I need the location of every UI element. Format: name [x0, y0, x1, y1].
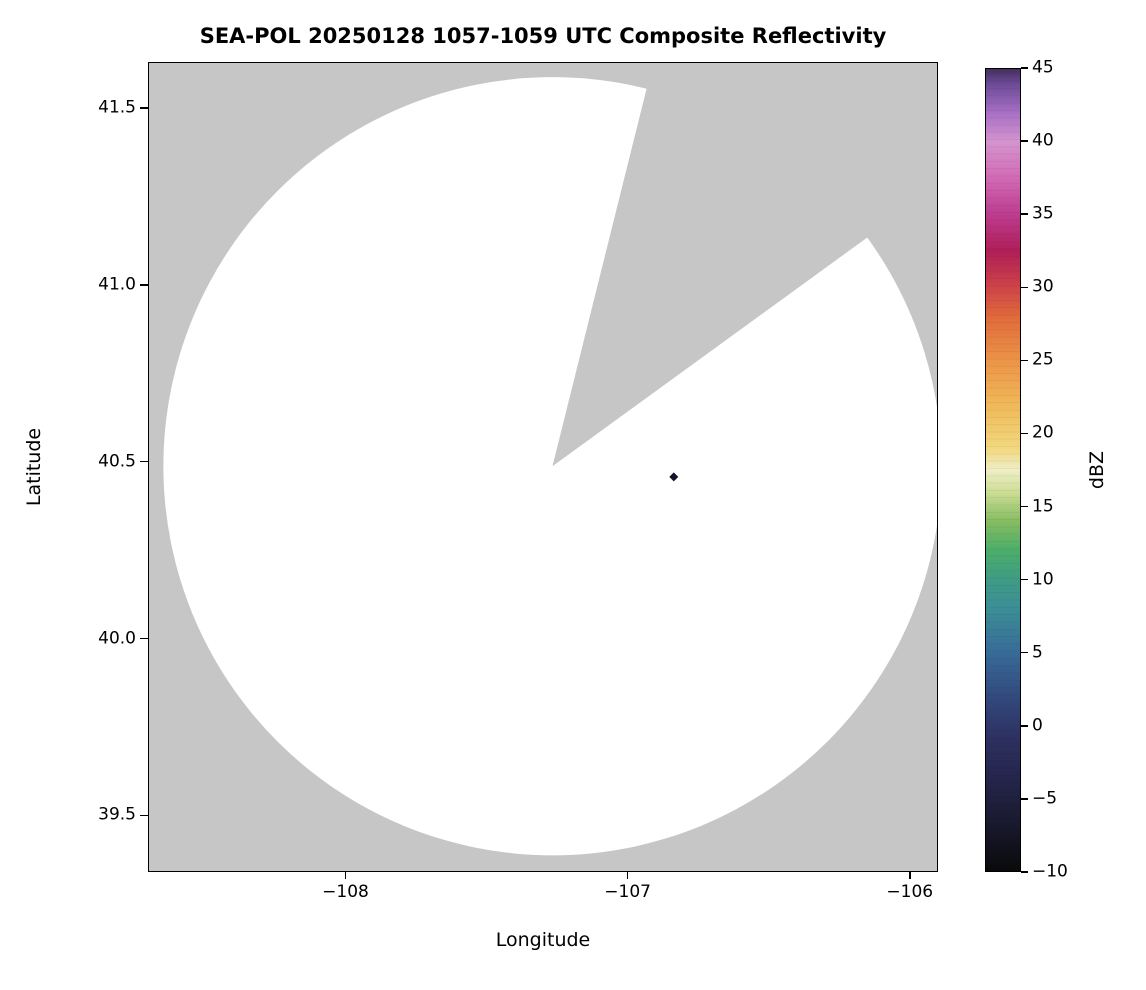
colorbar-tick-mark [1021, 67, 1028, 69]
x-tick-label: −108 [322, 882, 369, 902]
colorbar [985, 68, 1021, 872]
y-axis-label: Latitude [23, 427, 45, 507]
colorbar-tick-label: 30 [1032, 276, 1054, 297]
colorbar-tick-label: −5 [1032, 788, 1058, 809]
x-tick-mark [626, 872, 629, 879]
y-tick-mark [140, 460, 148, 463]
y-tick-label: 41.5 [98, 97, 136, 118]
colorbar-tick-label: 15 [1032, 496, 1054, 517]
colorbar-tick-mark [1021, 140, 1028, 142]
colorbar-label: dBZ [1086, 450, 1108, 490]
colorbar-tick-mark [1021, 432, 1028, 435]
colorbar-tick-mark [1021, 359, 1028, 362]
y-tick-label: 40.5 [98, 451, 136, 472]
colorbar-tick-label: 25 [1032, 349, 1054, 370]
x-tick-label: −107 [604, 882, 651, 902]
colorbar-tick-label: −10 [1032, 861, 1068, 882]
y-tick-mark [140, 814, 148, 817]
reflectivity-echo-point [669, 472, 679, 482]
plot-area [148, 62, 938, 872]
colorbar-tick-label: 45 [1032, 57, 1054, 78]
colorbar-tick-mark [1021, 871, 1028, 873]
chart-title: SEA-POL 20250128 1057-1059 UTC Composite… [199, 24, 887, 48]
radar-coverage-map [163, 63, 937, 856]
colorbar-tick-mark [1021, 578, 1028, 581]
y-tick-label: 41.0 [98, 274, 136, 295]
y-tick-mark [140, 284, 148, 286]
y-tick-mark [140, 107, 148, 109]
colorbar-tick-mark [1021, 725, 1028, 727]
colorbar-tick-mark [1021, 286, 1028, 289]
y-tick-mark [140, 637, 148, 640]
colorbar-tick-label: 35 [1032, 203, 1054, 224]
colorbar-tick-label: 20 [1032, 422, 1054, 443]
colorbar-tick-mark [1021, 651, 1028, 654]
colorbar-tick-mark [1021, 505, 1028, 508]
radar-nodata-wedge [552, 63, 937, 467]
y-tick-label: 40.0 [98, 628, 136, 649]
colorbar-tick-mark [1021, 798, 1028, 800]
y-tick-label: 39.5 [98, 804, 136, 825]
colorbar-tick-label: 5 [1032, 642, 1043, 663]
colorbar-tick-mark [1021, 213, 1028, 215]
colorbar-tick-label: 40 [1032, 130, 1054, 151]
x-tick-mark [344, 872, 347, 879]
x-axis-label: Longitude [495, 929, 591, 951]
x-tick-mark [909, 872, 911, 879]
x-tick-label: −106 [886, 882, 934, 902]
colorbar-tick-label: 10 [1032, 569, 1054, 590]
colorbar-tick-label: 0 [1032, 715, 1043, 736]
